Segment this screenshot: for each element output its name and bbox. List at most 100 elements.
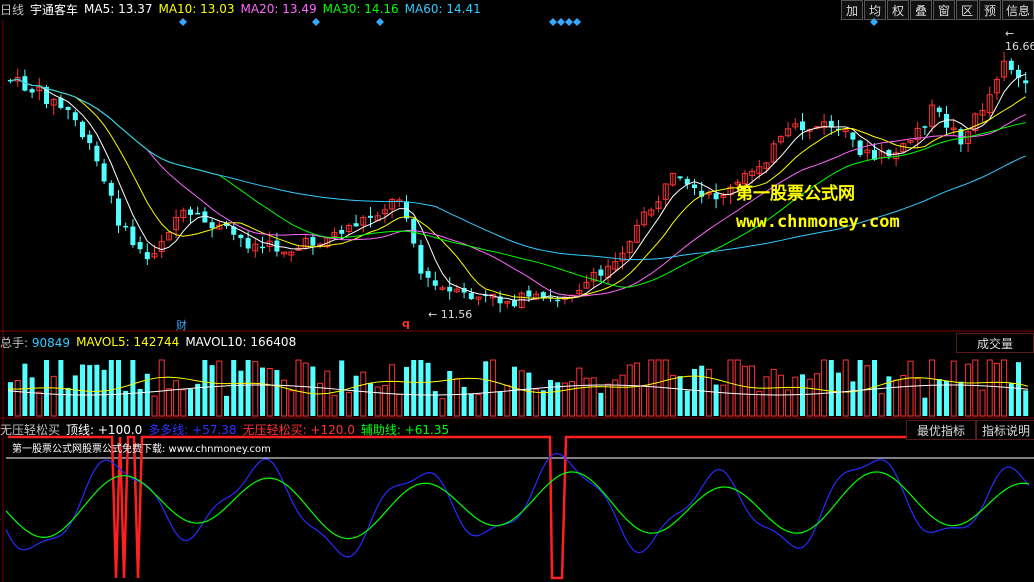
volume-bar (540, 390, 546, 416)
volume-bar (317, 382, 324, 417)
main-line-label: 无压轻松买: +120.0 (242, 422, 355, 437)
candle-body (188, 209, 193, 215)
volume-bar (533, 388, 540, 417)
volume-bar (756, 390, 763, 417)
volume-bar (238, 370, 244, 416)
candle-body (540, 292, 546, 298)
duoduo-line-label: 多多线: +57.38 (148, 422, 237, 437)
volume-bar (374, 386, 381, 417)
candle-body (655, 201, 662, 209)
candle-body (101, 163, 107, 182)
volume-bar (453, 378, 460, 417)
finance-marker[interactable]: 财 (176, 319, 187, 332)
candle-body (65, 107, 71, 110)
candle-body (741, 173, 748, 185)
candle-body (986, 94, 993, 114)
volume-bar (1016, 362, 1021, 416)
volume-bar (598, 392, 604, 416)
toolbar-range-button[interactable]: 区 (956, 0, 978, 20)
volume-bar (583, 377, 590, 417)
volume-bar (972, 359, 979, 417)
volume-bar (842, 359, 849, 417)
volume-bar (173, 380, 180, 417)
toolbar-info-button[interactable]: 信息 (1002, 0, 1034, 20)
volume-bar (512, 366, 517, 416)
volume-bar (850, 381, 856, 416)
aux-line-label: 辅助线: +61.35 (360, 422, 450, 437)
volume-bar (836, 372, 841, 416)
toolbar-window-button[interactable]: 窗 (933, 0, 955, 20)
period-label[interactable]: 日线 (0, 2, 25, 17)
volume-bar (770, 368, 777, 417)
volume-bar (518, 370, 525, 417)
candle-body (598, 269, 604, 276)
volume-bar (295, 359, 302, 417)
toolbar-average-button[interactable]: 均 (864, 0, 886, 20)
candle-body (461, 288, 467, 293)
candle-body (720, 195, 727, 198)
chart-toolbar: 加 均 权 叠 窗 区 预 信息 (840, 0, 1034, 20)
candle-body (1008, 60, 1014, 70)
volume-bar (741, 365, 748, 417)
volume-bar (504, 385, 511, 417)
volume-bar (777, 374, 784, 417)
toolbar-overlay-button[interactable]: 叠 (910, 0, 932, 20)
volume-button[interactable]: 成交量 (956, 333, 1034, 353)
volume-bar (864, 365, 871, 417)
candle-body (533, 293, 540, 300)
candle-body (339, 229, 345, 234)
candle-body (94, 145, 100, 162)
candle-body (800, 121, 805, 131)
indicator-explain-button[interactable]: 指标说明 (976, 420, 1034, 440)
volume-bar (1023, 390, 1029, 416)
candle-body (872, 149, 877, 160)
toolbar-forecast-button[interactable]: 预 (979, 0, 1001, 20)
volume-bar (929, 359, 936, 417)
volume-bar (936, 379, 942, 416)
candle-body (389, 198, 396, 210)
candle-body (633, 225, 640, 243)
indicator-name[interactable]: 无压轻松买 (0, 422, 61, 437)
volume-bar (669, 374, 676, 417)
mavol10-label: MAVOL10: 166408 (185, 335, 297, 349)
volume-bar (800, 374, 805, 416)
ma30-label: MA30: 14.16 (322, 2, 399, 16)
volume-bar (922, 397, 928, 416)
ma5-line (10, 73, 1026, 301)
toolbar-rights-button[interactable]: 权 (887, 0, 909, 20)
volume-bar (497, 392, 503, 416)
volume-bar (576, 367, 583, 417)
candle-body (512, 300, 517, 307)
volume-bar (245, 360, 251, 416)
volume-bar (14, 379, 21, 417)
q-marker[interactable]: q (402, 317, 410, 330)
candle-body (58, 97, 64, 108)
volume-bar (158, 359, 165, 417)
volume-bar (626, 364, 633, 417)
candle-body (612, 261, 619, 270)
mavol5-label: MAVOL5: 142744 (76, 335, 180, 349)
volume-bar (641, 385, 648, 417)
candle-body (662, 183, 669, 200)
volume-bar (144, 373, 150, 416)
ma10-label: MA10: 13.03 (158, 2, 235, 16)
low-price-label: ← 11.56 (428, 308, 473, 321)
volume-bar (274, 370, 280, 416)
volume-bar (633, 362, 640, 417)
volume-bar (266, 368, 273, 417)
toolbar-add-button[interactable]: 加 (841, 0, 863, 20)
candle-body (576, 290, 583, 295)
candle-body (418, 244, 424, 274)
volume-bar (461, 386, 467, 416)
candle-body (116, 198, 121, 226)
volume-bar (590, 377, 597, 417)
candle-body (36, 86, 43, 92)
ma20-line (10, 78, 1026, 297)
volume-bar (404, 366, 409, 416)
volume-bar (411, 360, 417, 416)
signal-diamond (179, 18, 187, 26)
volume-bar (123, 390, 129, 416)
candle-body (165, 232, 172, 241)
best-indicator-button[interactable]: 最优指标 (906, 420, 976, 440)
